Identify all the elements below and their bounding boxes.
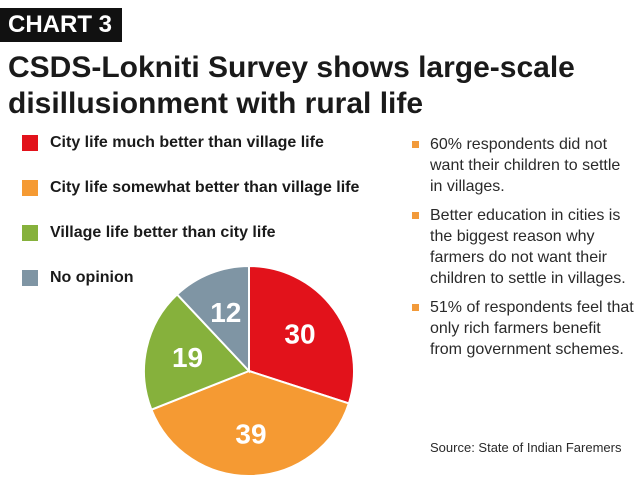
legend-item: City life somewhat better than village l… <box>22 177 402 199</box>
note-text: Better education in cities is the bigges… <box>430 207 626 287</box>
chart-number-tag: CHART 3 <box>0 8 123 42</box>
notes-list: 60% respondents did not want their child… <box>412 134 634 368</box>
legend-swatch-red <box>22 135 38 151</box>
legend-item: Village life better than city life <box>22 222 402 244</box>
legend-label: Village life better than city life <box>50 224 276 241</box>
bullet-square-icon <box>412 212 419 219</box>
legend: City life much better than village life … <box>22 132 402 312</box>
legend-item: City life much better than village life <box>22 132 402 154</box>
legend-label: No opinion <box>50 269 134 286</box>
note-item: 60% respondents did not want their child… <box>412 134 634 197</box>
slice-value-label: 39 <box>235 418 266 449</box>
slice-value-label: 19 <box>172 342 203 373</box>
note-text: 60% respondents did not want their child… <box>430 136 621 195</box>
slice-city-much-better <box>248 264 355 405</box>
bullet-square-icon <box>412 304 419 311</box>
slice-value-label: 30 <box>284 318 315 349</box>
legend-label: City life somewhat better than village l… <box>50 179 360 196</box>
legend-swatch-orange <box>22 180 38 196</box>
chart-title: CSDS-Lokniti Survey shows large-scale di… <box>8 51 575 120</box>
slice-village-better <box>143 293 251 411</box>
legend-item: No opinion <box>22 267 402 289</box>
note-item: 51% of respondents feel that only rich f… <box>412 297 634 360</box>
source-note: Source: State of Indian Faremers <box>430 440 622 455</box>
legend-swatch-green <box>22 225 38 241</box>
legend-swatch-gray <box>22 270 38 286</box>
note-text: 51% of respondents feel that only rich f… <box>430 299 634 358</box>
slice-city-somewhat-better <box>150 369 351 477</box>
slice-value-label: 12 <box>210 297 241 328</box>
note-item: Better education in cities is the bigges… <box>412 205 634 289</box>
pie-chart-container: 30 39 19 12 <box>134 260 364 482</box>
bullet-square-icon <box>412 141 419 148</box>
legend-label: City life much better than village life <box>50 134 324 151</box>
slice-no-opinion <box>175 264 250 374</box>
